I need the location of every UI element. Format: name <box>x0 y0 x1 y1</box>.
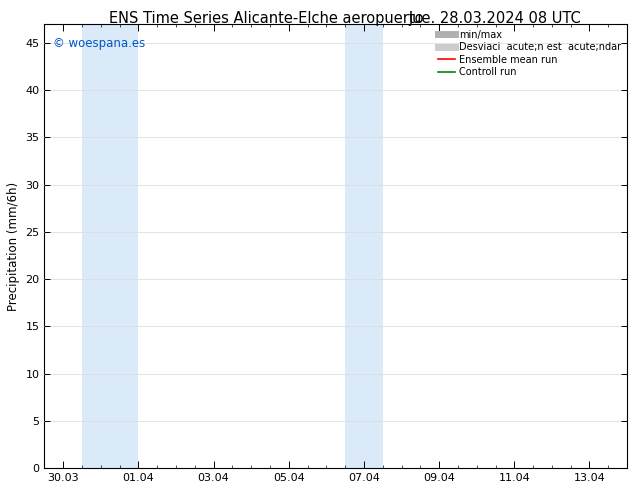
Text: jue. 28.03.2024 08 UTC: jue. 28.03.2024 08 UTC <box>408 11 581 26</box>
Bar <box>82 24 138 468</box>
Bar <box>345 24 383 468</box>
Text: ENS Time Series Alicante-Elche aeropuerto: ENS Time Series Alicante-Elche aeropuert… <box>109 11 424 26</box>
Y-axis label: Precipitation (mm/6h): Precipitation (mm/6h) <box>7 182 20 311</box>
Text: © woespana.es: © woespana.es <box>53 37 145 50</box>
Legend: min/max, Desviaci  acute;n est  acute;ndar, Ensemble mean run, Controll run: min/max, Desviaci acute;n est acute;ndar… <box>435 27 624 80</box>
